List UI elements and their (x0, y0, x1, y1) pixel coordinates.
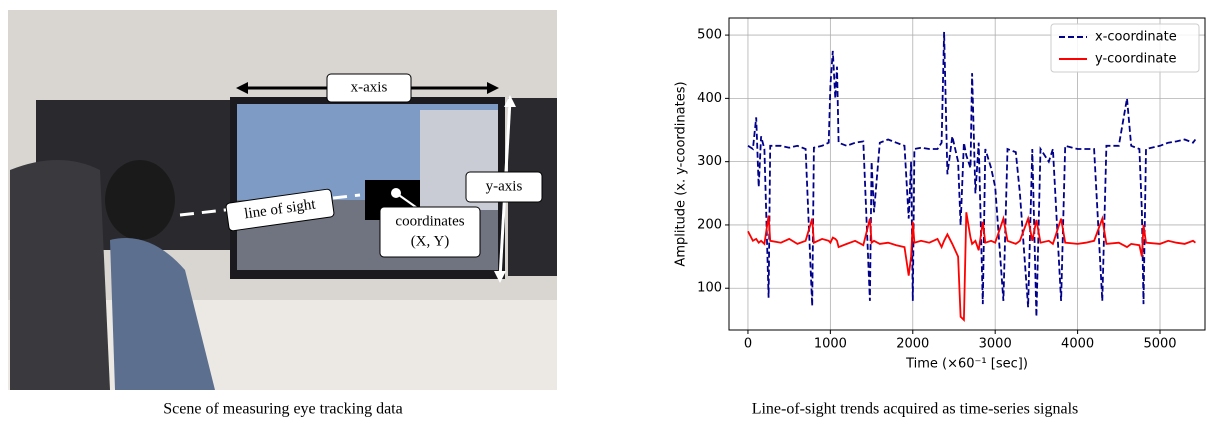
x-tick-label: 5000 (1143, 337, 1176, 352)
photo-label: y-axis (486, 178, 523, 194)
legend-label: y-coordinate (1095, 52, 1177, 67)
y-tick-label: 300 (697, 154, 722, 169)
x-tick-label: 0 (744, 337, 752, 352)
photo-label: coordinates (395, 213, 464, 229)
head (105, 160, 175, 240)
series-line (748, 212, 1195, 320)
photo-label: (X, Y) (411, 233, 450, 249)
chair (10, 160, 110, 390)
y-tick-label: 400 (697, 91, 722, 106)
figure: x-axis y-axis line of sight coordinates … (0, 0, 1207, 421)
x-tick-label: 4000 (1061, 337, 1094, 352)
series-line (748, 32, 1195, 317)
x-tick-label: 1000 (814, 337, 847, 352)
caption: Line-of-sight trends acquired as time-se… (752, 401, 1079, 418)
y-tick-label: 500 (697, 28, 722, 43)
x-axis-label: Time (×60⁻¹ [sec]) (905, 357, 1028, 372)
y-tick-label: 100 (697, 281, 722, 296)
x-tick-label: 2000 (896, 337, 929, 352)
legend-label: x-coordinate (1095, 30, 1177, 45)
photo: x-axis y-axis line of sight coordinates … (8, 10, 557, 390)
caption: Scene of measuring eye tracking data (163, 401, 402, 418)
x-tick-label: 3000 (979, 337, 1012, 352)
photo-label: x-axis (351, 79, 388, 95)
y-axis-label: Amplitude (x. y-coordinates) (674, 81, 689, 266)
y-tick-label: 200 (697, 217, 722, 232)
chart: 0 1000 2000 3000 4000 5000 100 200 300 400 500 x-co… (674, 18, 1206, 372)
